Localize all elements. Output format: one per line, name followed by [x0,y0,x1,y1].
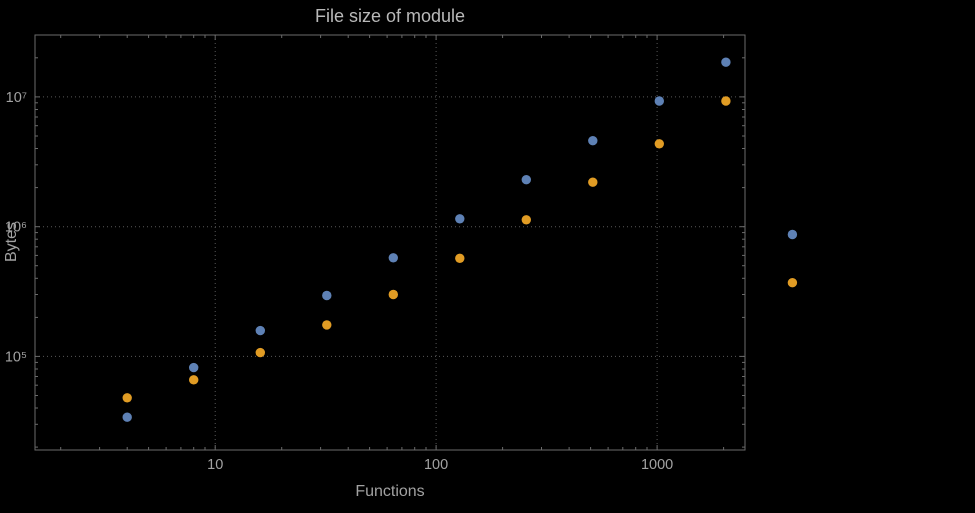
data-point-blue [322,290,332,301]
data-point-orange [787,278,798,288]
data-point-orange [388,289,398,300]
x-axis-label: Functions [355,483,425,500]
y-tick-label: 10⁶ [5,220,27,236]
data-point-blue [787,229,798,240]
data-point-blue [455,214,465,224]
data-point-orange [255,347,265,358]
data-point-blue [255,325,265,336]
x-tick-label: 10 [207,457,223,473]
data-point-orange [721,96,731,106]
data-point-blue [189,362,199,373]
data-point-orange [588,177,598,187]
data-point-orange [455,253,465,263]
x-tick-label: 100 [424,457,448,473]
data-point-orange [122,393,132,403]
data-point-orange [189,375,199,385]
y-tick-label: 10⁵ [5,349,27,365]
plot-frame [34,34,746,451]
chart-title: File size of module [314,6,466,26]
data-point-blue [521,175,531,185]
data-point-blue [654,96,664,106]
data-point-orange [654,139,664,149]
y-tick-label: 10⁷ [6,90,27,106]
x-tick-label: 1000 [641,457,673,473]
data-point-orange [322,320,332,330]
data-point-blue [721,57,731,67]
data-point-blue [388,253,398,263]
data-point-orange [521,215,531,225]
data-point-blue [122,412,132,422]
data-point-blue [588,136,598,146]
